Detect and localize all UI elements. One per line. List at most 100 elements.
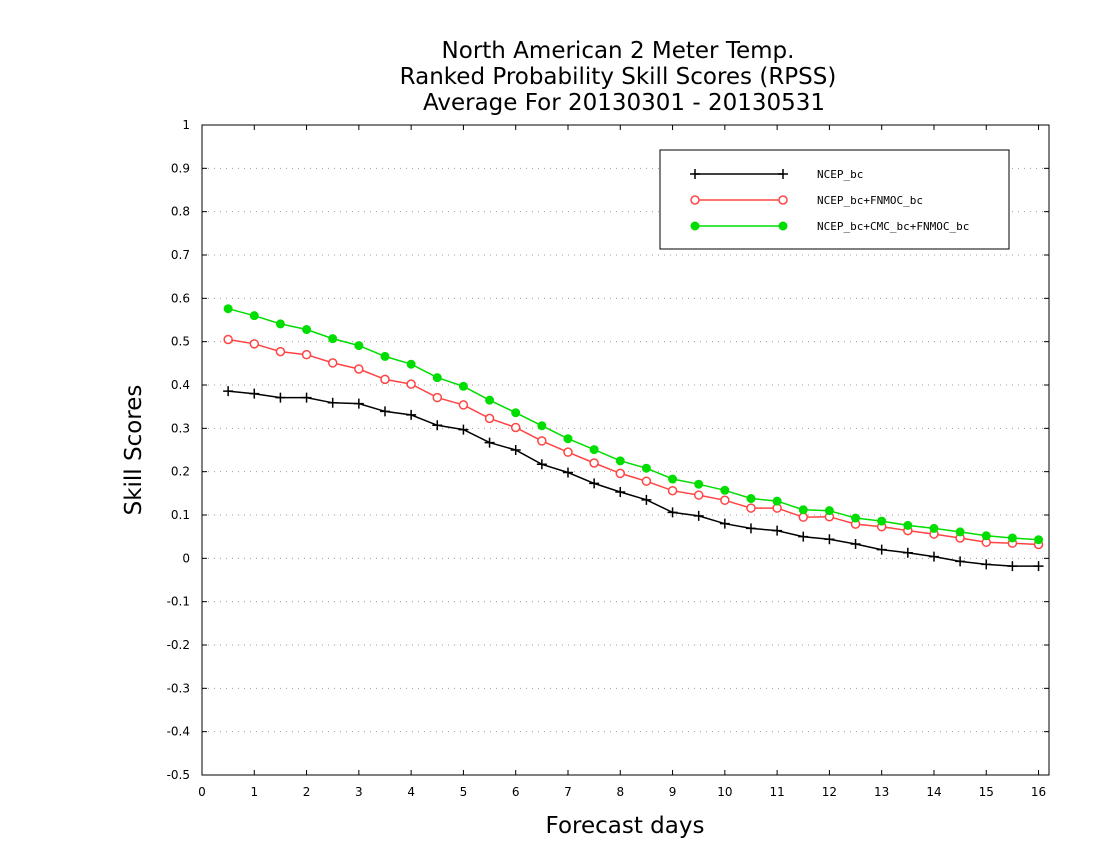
data-point-ncep-bc <box>1007 561 1018 572</box>
chart-title-line-2: Ranked Probability Skill Scores (RPSS) <box>400 64 837 90</box>
data-point-ncep-bc <box>641 494 652 505</box>
y-tick-label: 0 <box>182 551 190 565</box>
data-point-ncep-bc-fnmoc-bc <box>746 503 756 513</box>
x-tick-label: 13 <box>874 785 889 799</box>
legend-label: NCEP_bc+CMC_bc+FNMOC_bc <box>817 220 969 233</box>
legend-entry-ncep-bc-fnmoc-bc: NCEP_bc+FNMOC_bc <box>690 194 923 207</box>
data-point-ncep-bc-cmc-bc-fnmoc-bc <box>903 520 913 530</box>
data-point-ncep-bc <box>745 523 756 534</box>
x-tick-label: 3 <box>355 785 363 799</box>
y-tick-label: -0.3 <box>167 681 190 695</box>
series-ncep-bc-fnmoc-bc <box>223 334 1044 550</box>
legend-marker <box>690 169 700 179</box>
data-point-ncep-bc <box>902 547 913 558</box>
legend-marker <box>778 195 788 205</box>
series-line-ncep-bc-fnmoc-bc <box>227 338 1039 546</box>
data-point-ncep-bc <box>249 388 260 399</box>
x-tick-label: 11 <box>769 785 784 799</box>
axis-ticks: -0.5 -0.4 -0.3 -0.2 -0.1 0 0.1 0.2 0.3 0.4 0.5 0.6 0… <box>167 118 1049 799</box>
x-tick-label: 5 <box>460 785 468 799</box>
y-tick-label: -0.1 <box>167 595 190 609</box>
data-point-ncep-bc-fnmoc-bc <box>301 349 312 360</box>
data-point-ncep-bc <box>615 487 626 498</box>
data-point-ncep-bc-cmc-bc-fnmoc-bc <box>275 319 285 329</box>
chart-title-line-1: North American 2 Meter Temp. <box>442 38 795 64</box>
data-point-ncep-bc <box>406 409 417 420</box>
series-ncep-bc <box>223 386 1044 572</box>
y-tick-label: 1 <box>182 118 190 132</box>
data-point-ncep-bc-cmc-bc-fnmoc-bc <box>1034 535 1044 545</box>
x-tick-label: 2 <box>303 785 311 799</box>
x-tick-label: 4 <box>407 785 415 799</box>
y-tick-label: 0.7 <box>171 248 190 262</box>
y-tick-label: 0.3 <box>171 421 190 435</box>
data-point-ncep-bc-cmc-bc-fnmoc-bc <box>851 513 861 523</box>
data-point-ncep-bc <box>458 424 469 435</box>
data-point-ncep-bc <box>223 386 234 397</box>
data-point-ncep-bc <box>850 539 861 550</box>
data-point-ncep-bc-cmc-bc-fnmoc-bc <box>615 456 625 466</box>
data-point-ncep-bc-cmc-bc-fnmoc-bc <box>641 463 651 473</box>
data-point-ncep-bc-fnmoc-bc <box>563 447 573 457</box>
data-point-ncep-bc <box>379 406 390 417</box>
y-tick-label: 0.2 <box>171 465 190 479</box>
data-point-ncep-bc-cmc-bc-fnmoc-bc <box>798 505 808 515</box>
y-tick-label: 0.6 <box>171 291 190 305</box>
data-point-ncep-bc-cmc-bc-fnmoc-bc <box>302 325 312 335</box>
chart-title-line-3: Average For 20130301 - 20130531 <box>423 90 825 116</box>
data-point-ncep-bc <box>1033 561 1044 572</box>
data-point-ncep-bc-cmc-bc-fnmoc-bc <box>877 516 887 526</box>
data-point-ncep-bc-cmc-bc-fnmoc-bc <box>720 485 730 495</box>
x-tick-label: 9 <box>669 785 677 799</box>
series-ncep-bc-cmc-bc-fnmoc-bc <box>223 304 1044 545</box>
data-point-ncep-bc <box>301 392 312 403</box>
data-point-ncep-bc <box>719 518 730 529</box>
data-point-ncep-bc <box>536 459 547 470</box>
data-point-ncep-bc-fnmoc-bc <box>693 490 704 500</box>
legend-entry-ncep-bc-cmc-bc-fnmoc-bc: NCEP_bc+CMC_bc+FNMOC_bc <box>690 220 969 233</box>
data-point-ncep-bc-cmc-bc-fnmoc-bc <box>981 531 991 541</box>
x-tick-label: 16 <box>1031 785 1046 799</box>
data-point-ncep-bc-cmc-bc-fnmoc-bc <box>668 474 678 484</box>
series-group <box>223 304 1044 572</box>
data-point-ncep-bc-cmc-bc-fnmoc-bc <box>694 479 704 489</box>
data-point-ncep-bc-fnmoc-bc <box>223 334 233 345</box>
data-point-ncep-bc-fnmoc-bc <box>327 358 338 368</box>
data-point-ncep-bc-fnmoc-bc <box>275 346 286 357</box>
x-tick-label: 1 <box>250 785 258 799</box>
data-point-ncep-bc-cmc-bc-fnmoc-bc <box>328 334 338 344</box>
data-point-ncep-bc <box>484 437 495 448</box>
data-point-ncep-bc-fnmoc-bc <box>484 413 495 424</box>
y-tick-label: 0.9 <box>171 161 190 175</box>
x-tick-label: 8 <box>616 785 624 799</box>
legend-label: NCEP_bc+FNMOC_bc <box>817 194 923 207</box>
legend-marker <box>778 221 788 231</box>
x-tick-label: 0 <box>198 785 206 799</box>
data-point-ncep-bc <box>353 398 364 409</box>
x-tick-label: 6 <box>512 785 520 799</box>
data-point-ncep-bc-cmc-bc-fnmoc-bc <box>249 311 259 321</box>
data-point-ncep-bc <box>955 556 966 567</box>
data-point-ncep-bc-cmc-bc-fnmoc-bc <box>1007 533 1017 543</box>
data-point-ncep-bc-cmc-bc-fnmoc-bc <box>485 395 495 405</box>
y-gridlines <box>202 167 1049 733</box>
data-point-ncep-bc <box>772 525 783 536</box>
data-point-ncep-bc-fnmoc-bc <box>798 512 809 522</box>
data-point-ncep-bc-cmc-bc-fnmoc-bc <box>511 408 521 418</box>
data-point-ncep-bc-fnmoc-bc <box>615 468 626 479</box>
data-point-ncep-bc <box>798 531 809 542</box>
x-tick-label: 10 <box>717 785 732 799</box>
data-point-ncep-bc-cmc-bc-fnmoc-bc <box>432 373 442 383</box>
data-point-ncep-bc-fnmoc-bc <box>510 422 521 433</box>
x-tick-label: 14 <box>926 785 941 799</box>
data-point-ncep-bc-fnmoc-bc <box>589 458 599 468</box>
legend: NCEP_bc NCEP_bc+FNMOC_bc NCEP_bc+CMC_bc+FN… <box>659 149 1010 250</box>
legend-marker <box>690 195 700 205</box>
x-tick-label: 15 <box>979 785 994 799</box>
legend-marker <box>690 221 700 231</box>
data-point-ncep-bc-cmc-bc-fnmoc-bc <box>380 351 390 361</box>
data-point-ncep-bc-cmc-bc-fnmoc-bc <box>929 523 939 533</box>
data-point-ncep-bc-fnmoc-bc <box>380 374 390 385</box>
data-point-ncep-bc-fnmoc-bc <box>667 485 678 496</box>
